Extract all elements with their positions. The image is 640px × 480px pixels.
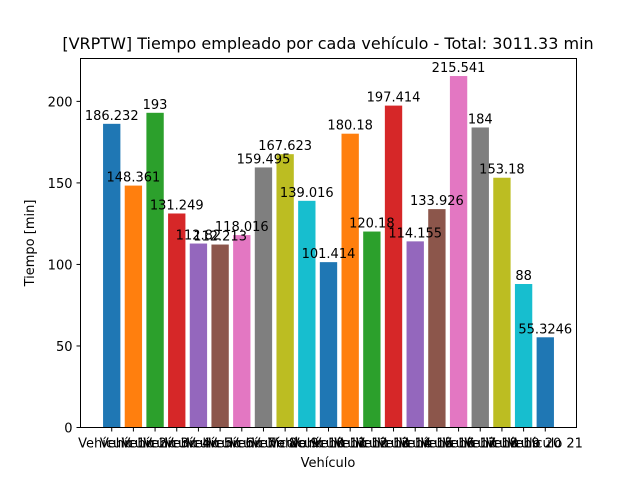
value-labels-group: 186.232 148.361 193 131.249 112.82112.213118… bbox=[85, 61, 572, 337]
bar-17 bbox=[449, 76, 468, 428]
x-tick-label-20: Vehículo 20 bbox=[486, 437, 561, 452]
y-axis-label: Tiempo [min] bbox=[23, 200, 38, 288]
x-tick-label-11: Vehículo 11 bbox=[291, 437, 366, 452]
bar-6 bbox=[211, 244, 229, 428]
data-label-3: 193 bbox=[143, 98, 168, 113]
y-tick-label-200: 200 bbox=[48, 95, 73, 110]
bar-16 bbox=[428, 209, 446, 428]
data-label-17: 215.541 bbox=[432, 61, 486, 76]
bar-1 bbox=[103, 123, 121, 428]
bar-20 bbox=[514, 284, 533, 428]
bar-12 bbox=[341, 133, 359, 428]
y-tick-label-150: 150 bbox=[48, 177, 73, 192]
data-label-12: 180.18 bbox=[327, 119, 373, 134]
x-tick-label-18: Vehículo 18 bbox=[443, 437, 518, 452]
chart-title: [VRPTW] Tiempo empleado por cada vehícul… bbox=[62, 34, 593, 53]
data-label-8: 159.495 bbox=[237, 152, 291, 167]
data-label-1: 186.232 bbox=[85, 109, 139, 124]
x-tick-label-14: Vehículo 14 bbox=[356, 437, 431, 452]
x-tick-label-15: Vehículo 15 bbox=[378, 437, 453, 452]
bar-8 bbox=[254, 167, 273, 428]
x-tick-label-4: Vehículo 4 bbox=[143, 437, 210, 452]
bar-7 bbox=[233, 235, 251, 428]
bar-19 bbox=[493, 177, 511, 428]
data-label-15: 114.155 bbox=[388, 226, 442, 241]
data-label-13: 120.18 bbox=[349, 217, 395, 232]
data-label-4: 131.249 bbox=[150, 198, 204, 213]
x-tick-label-6: Vehículo 6 bbox=[187, 437, 254, 452]
bar-18 bbox=[471, 127, 489, 428]
bar-4 bbox=[168, 213, 186, 428]
data-label-14: 197.414 bbox=[367, 91, 421, 106]
data-label-10: 139.016 bbox=[280, 186, 334, 201]
x-tick-label-17: Vehículo 17 bbox=[421, 437, 496, 452]
bar-9 bbox=[276, 154, 294, 428]
bar-5 bbox=[189, 243, 208, 428]
bar-2 bbox=[124, 185, 143, 428]
bar-3 bbox=[146, 112, 164, 428]
x-tick-label-7: Vehículo 7 bbox=[208, 437, 275, 452]
data-label-6: 112.213 bbox=[193, 230, 247, 245]
x-tick-label-5: Vehículo 5 bbox=[165, 437, 232, 452]
data-label-11: 101.414 bbox=[302, 247, 356, 262]
bar-13 bbox=[363, 231, 381, 428]
bar-10 bbox=[298, 200, 316, 428]
data-label-20: 88 bbox=[515, 269, 532, 284]
data-label-19: 153.18 bbox=[479, 163, 525, 178]
x-tick-label-19: Vehículo 19 bbox=[464, 437, 539, 452]
plot-frame bbox=[80, 58, 577, 428]
y-tick-label-50: 50 bbox=[56, 340, 73, 355]
data-label-5: 112.82 bbox=[176, 229, 222, 244]
data-label-7: 118.016 bbox=[215, 220, 269, 235]
data-label-21: 55.3246 bbox=[518, 322, 572, 337]
x-tick-label-13: Vehículo 13 bbox=[334, 437, 409, 452]
data-label-2: 148.361 bbox=[107, 171, 161, 186]
x-tick-label-10: Vehículo 10 bbox=[269, 437, 344, 452]
y-axis: 0 50 100 150 200 bbox=[48, 95, 81, 437]
y-tick-label-100: 100 bbox=[48, 258, 73, 273]
x-axis-label: Vehículo bbox=[301, 456, 356, 471]
bar-15 bbox=[406, 241, 424, 428]
bars-group bbox=[103, 76, 554, 428]
data-label-18: 184 bbox=[468, 112, 493, 127]
bar-21 bbox=[536, 337, 554, 428]
x-tick-label-8: Vehículo 8 bbox=[230, 437, 297, 452]
x-tick-label-3: Vehículo 3 bbox=[122, 437, 189, 452]
x-tick-label-2: Vehículo 2 bbox=[100, 437, 167, 452]
x-tick-label-12: Vehículo 12 bbox=[313, 437, 388, 452]
x-tick-label-21: Vehículo 21 bbox=[508, 437, 583, 452]
x-tick-label-1: Vehículo 1 bbox=[78, 437, 145, 452]
data-label-9: 167.623 bbox=[258, 139, 312, 154]
x-tick-label-9: Vehículo 9 bbox=[252, 437, 319, 452]
data-label-16: 133.926 bbox=[410, 194, 464, 209]
bar-11 bbox=[319, 262, 338, 428]
bar-14 bbox=[384, 105, 403, 428]
y-tick-label-0: 0 bbox=[64, 422, 72, 437]
x-tick-label-16: Vehículo 16 bbox=[399, 437, 474, 452]
